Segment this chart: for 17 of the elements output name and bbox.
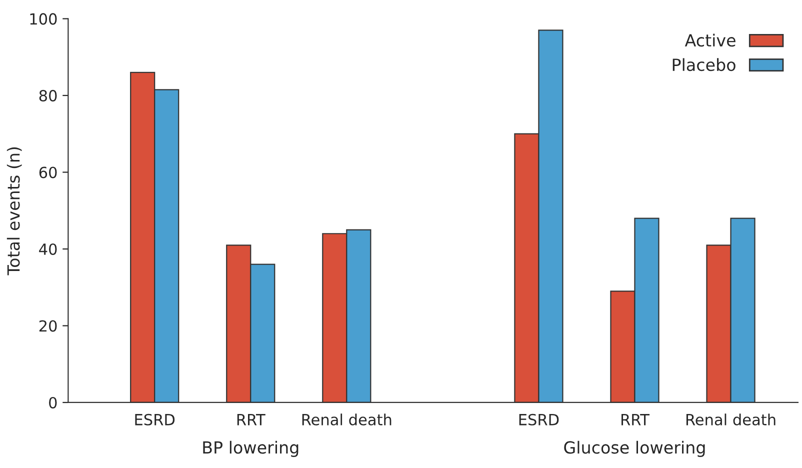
- y-tick-label: 100: [30, 13, 57, 25]
- y-tick-label: 20: [39, 320, 57, 332]
- x-tick-label: RRT: [237, 414, 266, 426]
- text: BP lowering: [203, 440, 298, 457]
- legend-label: Placebo: [672, 58, 736, 72]
- y-tick-label: 60: [39, 166, 57, 178]
- y-axis-title: Total events (n): [6, 147, 22, 276]
- y-tick-label: 0: [49, 396, 57, 408]
- x-tick-label: ESRD: [519, 414, 559, 426]
- x-tick-label: RRT: [622, 414, 650, 426]
- x-tick-label: ESRD: [135, 414, 175, 426]
- y-tick-label: 40: [39, 243, 57, 255]
- y-tick-label: 80: [39, 90, 57, 102]
- text: Glucose lowering: [564, 440, 705, 457]
- legend-label: Active: [684, 34, 736, 47]
- x-tick-label: Renal death: [302, 414, 392, 426]
- x-tick-label: Renal death: [686, 414, 776, 426]
